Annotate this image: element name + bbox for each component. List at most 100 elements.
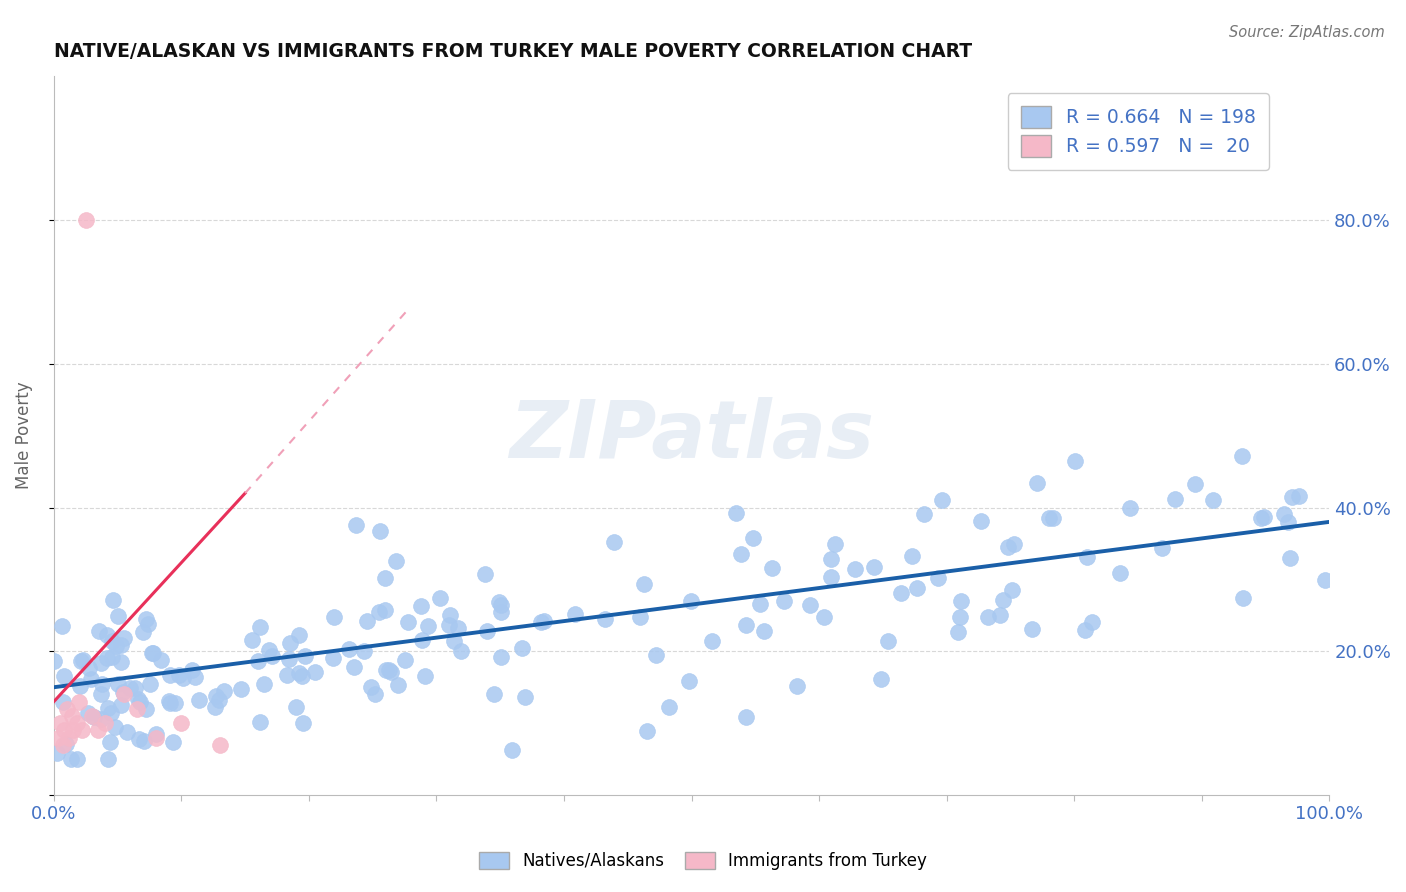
Point: [72, 653, 94, 667]
Point: [127, 691, 149, 706]
Point: [1230, 450, 1253, 464]
Point: [1074, 623, 1097, 637]
Point: [1277, 515, 1299, 529]
Point: [474, 566, 496, 581]
Point: [112, 631, 135, 645]
Point: [679, 594, 702, 608]
Point: [110, 655, 132, 669]
Point: [530, 615, 553, 630]
Point: [112, 688, 135, 702]
Point: [946, 624, 969, 639]
Point: [439, 617, 461, 632]
Point: [87, 723, 110, 738]
Point: [949, 594, 972, 608]
Point: [374, 663, 396, 677]
Point: [368, 605, 391, 619]
Point: [107, 676, 129, 690]
Point: [66, 752, 89, 766]
Point: [135, 612, 157, 626]
Point: [1163, 492, 1185, 507]
Point: [761, 561, 783, 575]
Point: [1152, 541, 1174, 556]
Point: [163, 696, 186, 710]
Point: [1119, 500, 1142, 515]
Point: [91, 676, 114, 690]
Point: [249, 714, 271, 729]
Point: [159, 668, 181, 682]
Point: [602, 535, 624, 549]
Point: [342, 659, 364, 673]
Point: [595, 612, 617, 626]
Point: [1278, 551, 1301, 566]
Point: [111, 684, 134, 698]
Point: [748, 598, 770, 612]
Point: [360, 680, 382, 694]
Point: [1001, 582, 1024, 597]
Point: [991, 593, 1014, 607]
Point: [107, 609, 129, 624]
Point: [377, 663, 399, 677]
Legend: R = 0.664   N = 198, R = 0.597   N =  20: R = 0.664 N = 198, R = 0.597 N = 20: [1008, 93, 1268, 169]
Point: [172, 671, 194, 685]
Point: [96, 650, 118, 665]
Point: [70, 723, 93, 738]
Point: [1021, 622, 1043, 636]
Point: [58, 731, 80, 745]
Point: [294, 648, 316, 663]
Point: [69, 679, 91, 693]
Point: [49, 716, 72, 731]
Point: [284, 700, 307, 714]
Point: [67, 695, 90, 709]
Point: [1288, 490, 1310, 504]
Point: [170, 716, 193, 731]
Point: [110, 698, 132, 712]
Point: [101, 634, 124, 648]
Point: [413, 669, 436, 683]
Point: [87, 624, 110, 638]
Point: [134, 734, 156, 748]
Point: [138, 617, 160, 632]
Point: [180, 663, 202, 677]
Point: [754, 624, 776, 638]
Point: [429, 591, 451, 606]
Point: [212, 683, 235, 698]
Point: [447, 621, 470, 635]
Point: [1076, 549, 1098, 564]
Point: [46, 746, 69, 760]
Point: [110, 638, 132, 652]
Point: [339, 642, 361, 657]
Point: [247, 655, 270, 669]
Point: [96, 627, 118, 641]
Point: [257, 642, 280, 657]
Point: [83, 710, 105, 724]
Point: [141, 647, 163, 661]
Point: [159, 696, 181, 710]
Point: [977, 610, 1000, 624]
Point: [142, 646, 165, 660]
Point: [385, 554, 408, 568]
Point: [1081, 615, 1104, 629]
Point: [700, 634, 723, 648]
Point: [94, 716, 117, 731]
Point: [62, 723, 84, 738]
Point: [304, 665, 326, 679]
Point: [997, 541, 1019, 555]
Point: [1315, 573, 1337, 587]
Point: [205, 689, 228, 703]
Point: [820, 552, 842, 566]
Point: [55, 702, 77, 716]
Point: [387, 678, 409, 692]
Point: [253, 677, 276, 691]
Point: [890, 586, 912, 600]
Point: [356, 615, 378, 629]
Point: [1232, 591, 1254, 605]
Point: [115, 724, 138, 739]
Point: [249, 619, 271, 633]
Point: [120, 681, 142, 695]
Point: [129, 695, 152, 709]
Point: [145, 726, 167, 740]
Point: [277, 652, 299, 666]
Point: [489, 650, 512, 665]
Point: [128, 732, 150, 747]
Point: [89, 656, 111, 670]
